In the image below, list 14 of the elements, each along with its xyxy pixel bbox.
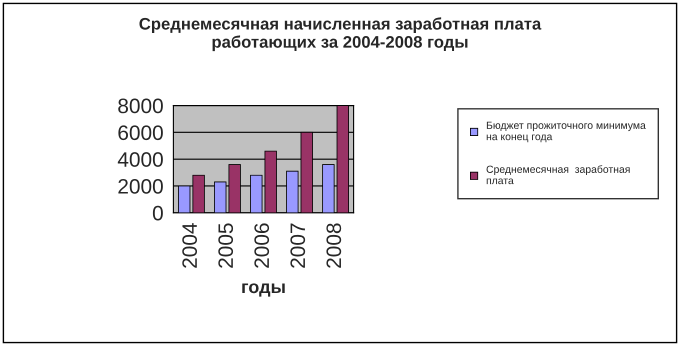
x-tick-label: 2004: [182, 223, 198, 268]
legend-label: Среднемесячная заработная плата: [486, 165, 630, 184]
y-tick-label: 8000: [118, 98, 163, 114]
x-tick-label: 2006: [254, 223, 270, 268]
x-tick-label: 2007: [290, 224, 306, 268]
x-tick-label: 2008: [326, 223, 342, 268]
y-tick-label: 0: [152, 206, 163, 221]
legend-label: Бюджет прожиточного минимума на конец года: [486, 122, 646, 142]
chart-title: Среднемесячная начисленная заработная плата работающих за 2004-2008 годы: [139, 17, 542, 52]
y-tick-label: 6000: [118, 125, 163, 140]
x-tick-label: 2005: [218, 223, 234, 268]
y-tick-label: 4000: [118, 152, 163, 167]
x-axis-title: годы: [242, 283, 285, 297]
y-tick-label: 2000: [118, 178, 163, 194]
